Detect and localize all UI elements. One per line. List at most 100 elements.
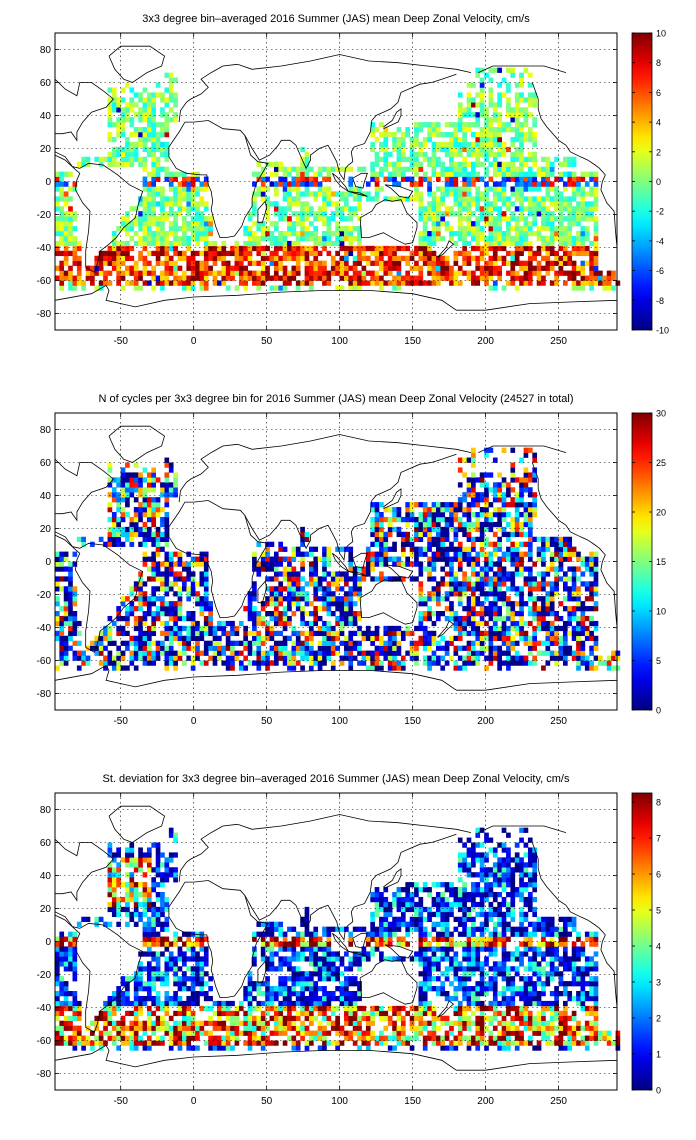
data-cell [94, 650, 100, 656]
data-cell [414, 186, 419, 192]
data-cell [418, 551, 424, 557]
data-cell [431, 512, 437, 518]
data-cell [549, 245, 555, 252]
data-cell [584, 665, 590, 671]
data-cell [68, 270, 73, 276]
data-cell [488, 216, 494, 222]
data-cell [523, 112, 529, 118]
data-cell [252, 620, 257, 627]
data-cell [589, 171, 594, 177]
data-cell [576, 551, 581, 557]
data-cell [168, 77, 174, 83]
data-cell [475, 497, 481, 503]
data-cell [379, 146, 384, 153]
data-cell [492, 571, 498, 577]
data-cell [269, 255, 275, 261]
data-cell [466, 226, 472, 232]
data-cell [510, 497, 516, 503]
data-cell [344, 645, 349, 651]
data-cell [479, 521, 485, 528]
data-cell [335, 260, 340, 266]
data-cell [300, 255, 305, 261]
data-cell [322, 630, 327, 637]
data-cell [479, 497, 485, 503]
data-cell [107, 615, 113, 622]
data-cell [138, 625, 143, 632]
data-cell [440, 516, 446, 523]
data-cell [173, 226, 178, 232]
data-cell [199, 221, 205, 227]
data-cell [422, 601, 428, 607]
data-cell [190, 625, 196, 632]
data-cell [514, 92, 520, 98]
data-cell [313, 660, 319, 666]
data-cell [116, 645, 121, 651]
data-cell [142, 265, 148, 271]
data-cell [339, 231, 345, 237]
data-cell [295, 591, 301, 597]
data-cell [55, 601, 60, 607]
data-cell [300, 146, 305, 153]
data-cell [199, 561, 205, 567]
data-cell [492, 221, 498, 227]
data-cell [488, 211, 494, 217]
data-cell [580, 226, 586, 232]
data-cell [506, 260, 511, 266]
data-cell [142, 487, 148, 493]
data-cell [523, 487, 529, 493]
data-cell [287, 601, 292, 607]
data-cell [453, 615, 459, 622]
data-cell [471, 171, 476, 177]
data-cell [510, 250, 516, 257]
data-cell [497, 492, 502, 498]
data-cell [352, 620, 358, 627]
data-cell [304, 611, 310, 617]
data-cell [475, 620, 481, 627]
data-cell [247, 231, 253, 237]
data-cell [519, 611, 524, 617]
data-cell [576, 630, 581, 637]
data-cell [593, 265, 599, 271]
data-cell [414, 551, 419, 557]
data-cell [186, 275, 192, 281]
data-cell [116, 660, 121, 666]
data-cell [427, 655, 432, 661]
data-cell [536, 546, 542, 552]
data-cell [173, 112, 178, 118]
data-cell [541, 201, 546, 207]
data-cell [317, 186, 323, 192]
data-cell [527, 211, 533, 217]
data-cell [107, 245, 113, 252]
data-cell [168, 260, 174, 266]
data-cell [273, 171, 279, 177]
data-cell [431, 561, 437, 567]
data-cell [208, 601, 213, 607]
data-cell [195, 581, 200, 587]
data-cell [291, 255, 297, 261]
data-cell [304, 275, 310, 281]
data-cell [492, 171, 498, 177]
data-cell [142, 561, 148, 567]
data-cell [462, 507, 467, 513]
data-cell [203, 615, 209, 622]
data-cell [554, 586, 559, 592]
data-cell [449, 601, 454, 607]
data-cell [269, 601, 275, 607]
data-cell [471, 561, 476, 567]
data-cell [484, 551, 489, 557]
data-cell [558, 655, 564, 661]
data-cell [492, 186, 498, 192]
data-cell [85, 161, 91, 167]
data-cell [344, 615, 349, 622]
data-cell [414, 531, 419, 538]
data-cell [501, 497, 507, 503]
data-cell [182, 576, 187, 582]
data-cell [256, 650, 262, 656]
data-cell [554, 196, 559, 202]
data-cell [400, 171, 406, 177]
data-cell [379, 531, 384, 538]
data-cell [545, 611, 551, 617]
data-cell [330, 211, 336, 217]
data-cell [418, 161, 424, 167]
data-cell [304, 231, 310, 237]
